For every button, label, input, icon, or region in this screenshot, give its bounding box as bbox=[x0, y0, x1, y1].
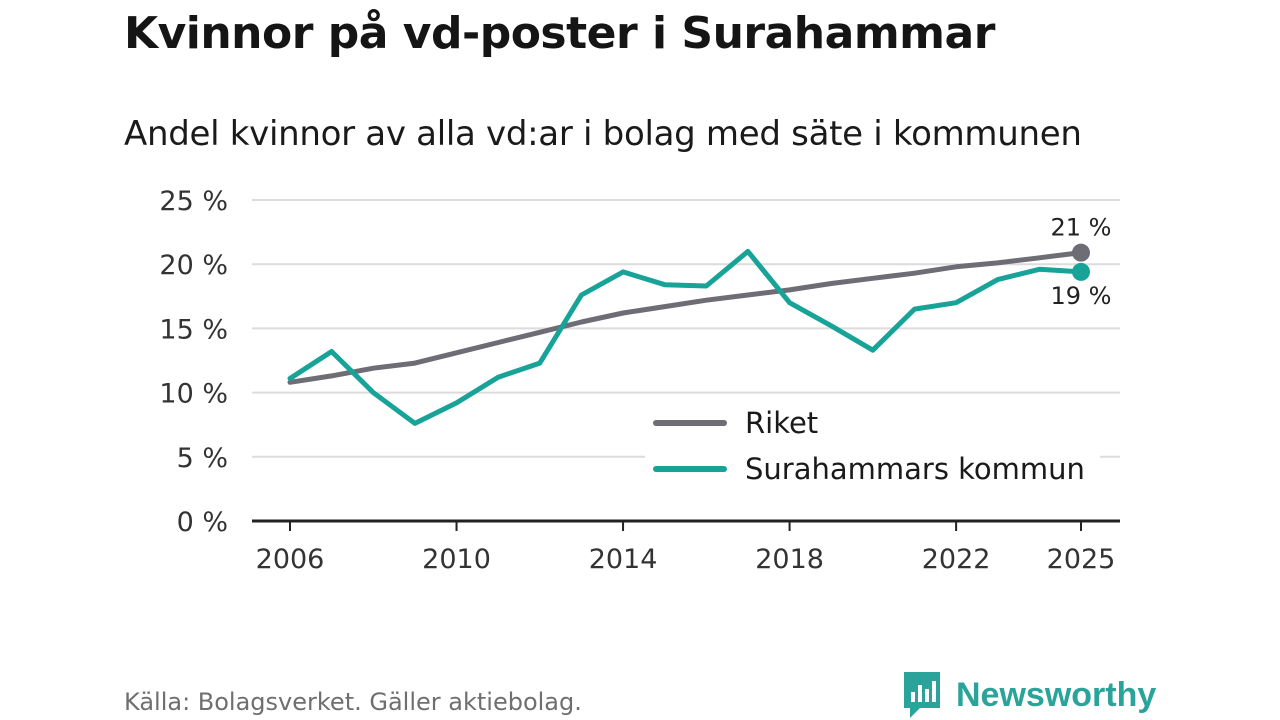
brand-name: Newsworthy bbox=[956, 675, 1157, 714]
x-tick-label: 2010 bbox=[422, 544, 491, 575]
y-tick-label: 15 % bbox=[159, 314, 228, 345]
series-line bbox=[287, 248, 1084, 426]
brand-logo: Newsworthy bbox=[902, 672, 1156, 718]
legend-box bbox=[645, 400, 1100, 496]
data-label: 19 % bbox=[1051, 282, 1112, 310]
legend-label: Surahammars kommun bbox=[745, 452, 1085, 486]
bar-chart-speech-bubble-icon bbox=[904, 672, 940, 718]
x-tick-label: 2006 bbox=[256, 544, 325, 575]
source-note: Källa: Bolagsverket. Gäller aktiebolag. bbox=[124, 688, 582, 716]
y-tick-label: 25 % bbox=[159, 186, 228, 217]
x-tick-label: 2018 bbox=[755, 544, 824, 575]
chart-title: Kvinnor på vd-poster i Surahammar bbox=[124, 8, 995, 59]
chart-subtitle: Andel kvinnor av alla vd:ar i bolag med … bbox=[124, 114, 1082, 154]
data-label: 21 % bbox=[1051, 214, 1112, 242]
y-tick-label: 20 % bbox=[159, 250, 228, 281]
x-tick-label: 2022 bbox=[922, 544, 991, 575]
end-marker bbox=[1072, 262, 1090, 281]
x-tick-label: 2014 bbox=[589, 544, 658, 575]
x-tick-label: 2025 bbox=[1047, 544, 1116, 575]
series-line bbox=[287, 250, 1084, 385]
y-tick-label: 0 % bbox=[177, 507, 228, 538]
y-tick-label: 10 % bbox=[159, 379, 228, 410]
end-marker bbox=[1072, 243, 1090, 262]
y-tick-label: 5 % bbox=[177, 443, 228, 474]
legend-label: Riket bbox=[745, 406, 818, 440]
